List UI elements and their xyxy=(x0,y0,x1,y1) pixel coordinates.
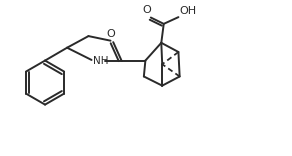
Text: OH: OH xyxy=(180,6,197,16)
Text: O: O xyxy=(143,5,152,15)
Text: O: O xyxy=(106,29,115,39)
Text: NH: NH xyxy=(93,56,109,66)
